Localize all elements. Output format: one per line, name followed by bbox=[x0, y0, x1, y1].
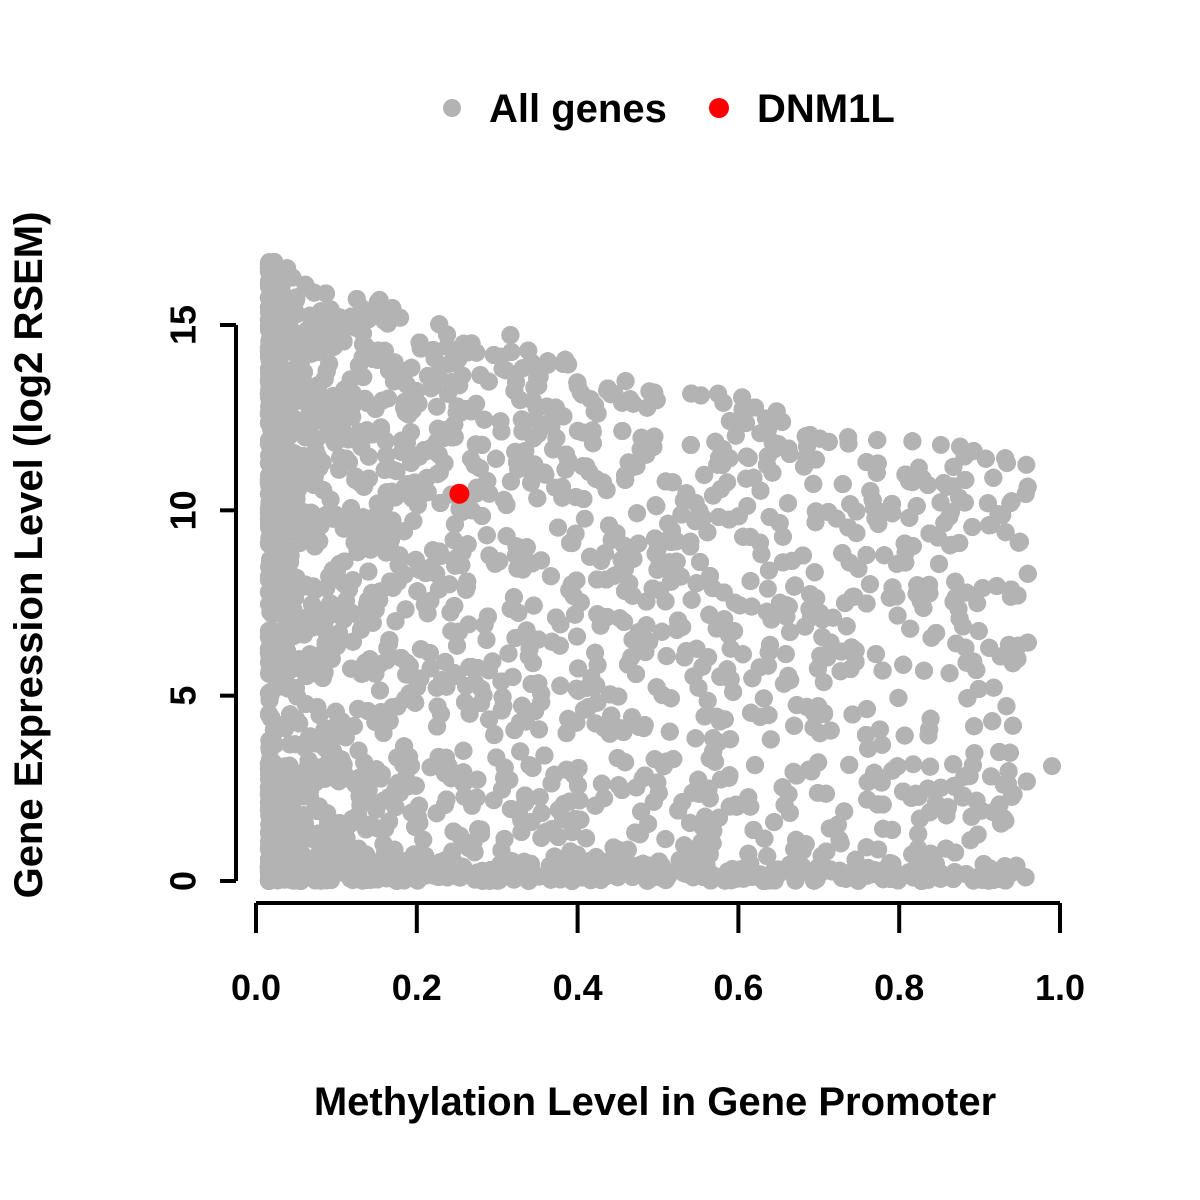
legend-red-dot-icon bbox=[709, 98, 729, 118]
x-axis: 0.0 0.2 0.4 0.6 0.8 1.0 bbox=[231, 901, 1085, 1008]
dnm1l-point bbox=[449, 483, 470, 504]
x-axis-tick-labels: 0.0 0.2 0.4 0.6 0.8 1.0 bbox=[231, 967, 1085, 1008]
y-tick-label: 15 bbox=[163, 305, 204, 345]
x-tick-label: 0.6 bbox=[713, 967, 763, 1008]
y-tick-label: 10 bbox=[163, 490, 204, 530]
x-tick-label: 0.4 bbox=[553, 967, 603, 1008]
legend-label-dnm1l: DNM1L bbox=[757, 87, 895, 131]
x-tick-label: 0.2 bbox=[392, 967, 442, 1008]
all-genes-point-cloud bbox=[259, 253, 1061, 890]
y-axis-tick-labels: 0 5 10 15 bbox=[163, 305, 204, 891]
legend-label-all-genes: All genes bbox=[489, 87, 667, 131]
y-tick-label: 0 bbox=[163, 871, 204, 891]
legend: All genes DNM1L bbox=[443, 87, 895, 131]
y-axis: 0 5 10 15 bbox=[163, 305, 238, 891]
y-tick-label: 5 bbox=[163, 686, 204, 706]
y-axis-ticks bbox=[220, 323, 236, 883]
x-tick-label: 1.0 bbox=[1035, 967, 1085, 1008]
x-axis-title: Methylation Level in Gene Promoter bbox=[314, 1080, 996, 1124]
legend-gray-dot-icon bbox=[443, 99, 461, 117]
dnm1l-data-point bbox=[449, 483, 470, 504]
y-axis-title: Gene Expression Level (log2 RSEM) bbox=[7, 212, 51, 899]
x-tick-label: 0.8 bbox=[874, 967, 924, 1008]
x-tick-label: 0.0 bbox=[231, 967, 281, 1008]
x-axis-ticks bbox=[254, 903, 1062, 933]
